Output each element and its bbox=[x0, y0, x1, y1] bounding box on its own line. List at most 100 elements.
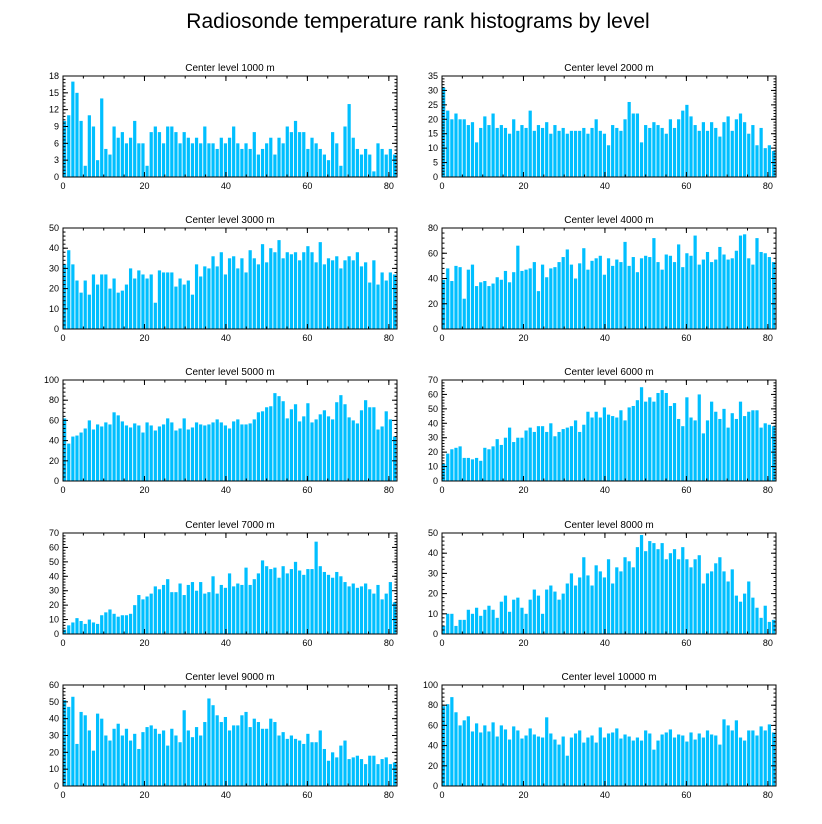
bar bbox=[747, 258, 751, 329]
bar bbox=[697, 733, 701, 786]
y-tick-label: 9 bbox=[54, 122, 59, 132]
bar bbox=[479, 615, 483, 634]
bar bbox=[186, 730, 190, 786]
bar bbox=[359, 759, 364, 786]
bar bbox=[227, 137, 232, 177]
bar bbox=[689, 116, 693, 177]
bar bbox=[67, 625, 71, 634]
bar bbox=[598, 571, 602, 634]
bar bbox=[128, 268, 133, 329]
bar bbox=[306, 246, 310, 329]
bar bbox=[83, 280, 87, 329]
bar bbox=[289, 569, 294, 634]
bar bbox=[364, 400, 368, 481]
bar bbox=[63, 418, 67, 481]
x-tick-label: 80 bbox=[763, 181, 773, 191]
bar bbox=[516, 130, 520, 177]
bar bbox=[285, 573, 289, 634]
bar bbox=[759, 726, 763, 786]
bar bbox=[293, 738, 298, 786]
bar bbox=[314, 419, 318, 481]
bar bbox=[116, 415, 120, 481]
bar bbox=[368, 282, 372, 329]
bar bbox=[248, 584, 252, 634]
bar bbox=[343, 260, 347, 329]
bar bbox=[372, 407, 376, 481]
y-tick-label: 80 bbox=[428, 223, 438, 233]
bar bbox=[128, 427, 133, 481]
bar bbox=[644, 730, 648, 786]
bar bbox=[623, 557, 627, 634]
bar bbox=[149, 132, 153, 177]
bar bbox=[491, 446, 495, 481]
bar bbox=[734, 250, 738, 329]
bar bbox=[376, 584, 380, 634]
bar bbox=[512, 272, 516, 329]
bar bbox=[714, 563, 718, 634]
bar bbox=[215, 148, 219, 177]
bar bbox=[462, 619, 466, 634]
bar bbox=[656, 740, 660, 786]
bar bbox=[104, 422, 108, 481]
bar bbox=[112, 412, 116, 481]
bar bbox=[697, 555, 701, 634]
plot-frame bbox=[441, 75, 777, 178]
bar bbox=[75, 743, 79, 786]
bar bbox=[153, 126, 157, 177]
bar bbox=[157, 270, 162, 329]
bar bbox=[710, 734, 714, 786]
bar bbox=[120, 421, 124, 481]
bar bbox=[557, 431, 561, 481]
bar bbox=[743, 593, 747, 634]
y-tick-label: 0 bbox=[433, 324, 438, 334]
bar bbox=[540, 264, 545, 329]
bar bbox=[656, 262, 660, 329]
bar bbox=[120, 735, 124, 786]
bar bbox=[569, 573, 574, 634]
bar bbox=[639, 387, 644, 481]
bar bbox=[470, 613, 475, 634]
bar bbox=[594, 411, 598, 481]
y-tick-label: 80 bbox=[49, 395, 59, 405]
x-tick-label: 0 bbox=[60, 638, 65, 648]
bar bbox=[298, 570, 302, 634]
bar bbox=[302, 574, 306, 634]
bar bbox=[561, 736, 565, 786]
x-tick-label: 80 bbox=[384, 333, 394, 343]
bar bbox=[755, 735, 759, 786]
bar bbox=[273, 722, 277, 786]
bar bbox=[503, 270, 508, 329]
chart-panel: Center level 6000 m 0 10 20 30 40 50 60 70 0 20 40 6… bbox=[428, 367, 777, 495]
bar bbox=[285, 126, 289, 177]
bar bbox=[615, 259, 619, 329]
bar bbox=[392, 602, 397, 634]
bar bbox=[298, 740, 302, 786]
y-tick-label: 10 bbox=[428, 143, 438, 153]
bar bbox=[685, 104, 689, 177]
y-tick-label: 0 bbox=[54, 172, 59, 182]
bar bbox=[67, 115, 71, 177]
bar bbox=[289, 409, 294, 481]
bar bbox=[644, 125, 648, 177]
bar bbox=[582, 742, 586, 786]
bar bbox=[79, 711, 83, 786]
bar bbox=[730, 413, 734, 481]
bar bbox=[326, 574, 331, 634]
bar bbox=[689, 732, 693, 786]
bar bbox=[67, 706, 71, 786]
bar bbox=[652, 543, 656, 634]
bar bbox=[458, 619, 462, 634]
bar bbox=[631, 405, 635, 481]
bar bbox=[483, 116, 487, 177]
bar bbox=[293, 252, 298, 329]
bar bbox=[767, 257, 771, 329]
bar bbox=[87, 730, 91, 786]
bar bbox=[190, 294, 195, 329]
bar bbox=[458, 119, 462, 177]
bar bbox=[524, 127, 528, 177]
bar bbox=[660, 543, 664, 634]
y-tick-label: 18 bbox=[49, 71, 59, 81]
bar bbox=[668, 119, 673, 177]
bar bbox=[442, 87, 446, 177]
bar bbox=[364, 262, 368, 329]
